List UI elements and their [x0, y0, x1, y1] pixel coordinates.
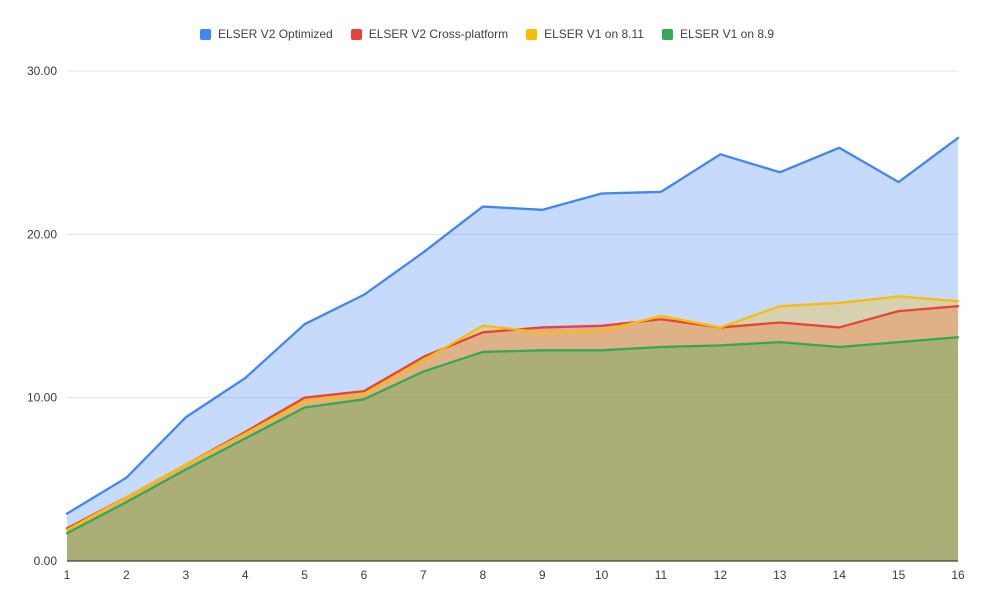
y-axis-labels: 30.00 20.00 10.00 0.00 — [27, 64, 57, 568]
x-tick-label: 8 — [479, 568, 486, 582]
y-tick-label: 30.00 — [27, 64, 57, 78]
y-tick-label: 20.00 — [27, 227, 57, 241]
x-tick-label: 15 — [892, 568, 906, 582]
chart-legend: ELSER V2 Optimized ELSER V2 Cross-platfor… — [200, 27, 774, 41]
x-tick-label: 11 — [655, 568, 668, 582]
legend-swatch-icon — [350, 28, 362, 40]
series-line-elser-v1-on-8-9 — [65, 336, 960, 535]
series-line-elser-v1-on-8-11 — [65, 295, 960, 532]
legend-swatch-icon — [200, 28, 211, 40]
legend-label: ELSER V2 Cross-platform — [368, 27, 509, 41]
x-tick-label: 16 — [951, 568, 965, 582]
x-tick-label: 9 — [539, 568, 546, 582]
legend-item-elser-v2-optimized: ELSER V2 Optimized — [200, 27, 333, 41]
y-tick-label: 0.00 — [34, 554, 58, 568]
x-tick-label: 5 — [301, 568, 308, 582]
x-tick-label: 7 — [420, 568, 427, 582]
x-tick-label: 10 — [595, 568, 609, 582]
x-tick-label: 1 — [64, 568, 71, 582]
legend-swatch-icon — [526, 28, 538, 40]
x-tick-label: 3 — [182, 568, 189, 582]
area-fill-elser-v1-on-8-11 — [67, 296, 958, 561]
legend-label: ELSER V2 Optimized — [218, 27, 333, 41]
legend-item-elser-v1-on-8-9: ELSER V1 on 8.9 — [661, 27, 775, 41]
x-tick-label: 2 — [123, 568, 130, 582]
legend-label: ELSER V1 on 8.9 — [679, 27, 775, 41]
x-axis: 1 2 3 4 5 6 7 8 9 10 11 12 13 14 15 16 — [64, 560, 965, 582]
legend-item-elser-v2-cross-platform: ELSER V2 Cross-platform — [350, 27, 509, 41]
series-line-elser-v2-optimized — [65, 136, 960, 515]
area-fill-elser-v1-on-8-9 — [67, 337, 958, 561]
y-tick-label: 10.00 — [27, 391, 57, 405]
area-fill-elser-v2-optimized — [67, 137, 958, 561]
x-tick-label: 13 — [773, 568, 787, 582]
x-tick-label: 6 — [361, 568, 368, 582]
legend-item-elser-v1-on-8-11: ELSER V1 on 8.11 — [526, 27, 644, 41]
legend-swatch-icon — [661, 28, 673, 40]
series-lines-group — [65, 136, 960, 535]
x-tick-label: 4 — [242, 568, 249, 582]
x-tick-label: 14 — [833, 568, 847, 582]
x-tick-label: 12 — [714, 568, 728, 582]
area-fills-group — [67, 137, 958, 561]
area-fill-elser-v2-cross-platform — [67, 306, 958, 561]
legend-label: ELSER V1 on 8.11 — [544, 27, 644, 41]
